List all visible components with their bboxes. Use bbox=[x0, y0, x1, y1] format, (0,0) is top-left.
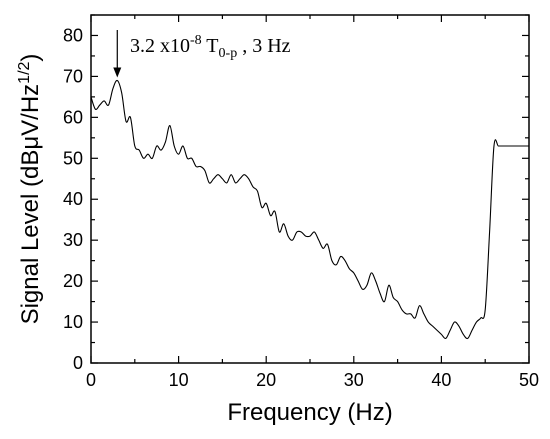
annotation-sup: -8 bbox=[190, 33, 202, 48]
y-tick-label: 80 bbox=[63, 25, 83, 45]
x-axis-title: Frequency (Hz) bbox=[227, 399, 392, 426]
x-tick-label: 30 bbox=[344, 370, 364, 390]
peak-annotation: 3.2 x10-8 T0-p , 3 Hz bbox=[113, 30, 291, 78]
annotation-sub: 0-p bbox=[219, 46, 238, 61]
y-axis-ticks: 0 10 20 30 40 50 60 70 80 bbox=[63, 14, 529, 373]
y-tick-label: 10 bbox=[63, 312, 83, 332]
annotation-text: 3.2 x10-8 T0-p , 3 Hz bbox=[130, 33, 291, 61]
y-axis-title: Signal Level (dBμV/Hz1/2) bbox=[16, 54, 44, 325]
plot-frame bbox=[90, 14, 530, 364]
series-layer bbox=[90, 79, 529, 340]
x-axis-ticks: 0 10 20 30 40 50 bbox=[86, 15, 539, 390]
y-tick-label: 70 bbox=[63, 66, 83, 86]
x-tick-label: 20 bbox=[256, 370, 276, 390]
annotation-tail: , 3 Hz bbox=[237, 35, 290, 57]
y-tick-label: 0 bbox=[73, 353, 83, 373]
y-tick-label: 50 bbox=[63, 148, 83, 168]
x-tick-label: 0 bbox=[86, 370, 96, 390]
x-tick-label: 10 bbox=[169, 370, 189, 390]
signal-series-line bbox=[90, 79, 529, 340]
x-tick-label: 40 bbox=[431, 370, 451, 390]
y-tick-label: 40 bbox=[63, 189, 83, 209]
y-axis-title-main: Signal Level (dBμV/Hz bbox=[17, 84, 44, 325]
y-tick-label: 60 bbox=[63, 107, 83, 127]
y-axis-title-close: ) bbox=[17, 54, 44, 62]
annotation-arrow-head bbox=[113, 67, 122, 78]
x-tick-label: 50 bbox=[519, 370, 539, 390]
y-tick-label: 30 bbox=[63, 230, 83, 250]
annotation-unit: T bbox=[202, 35, 219, 57]
annotation-main: 3.2 x10 bbox=[130, 35, 190, 57]
y-axis-title-sup: 1/2 bbox=[16, 61, 33, 83]
y-tick-label: 20 bbox=[63, 271, 83, 291]
